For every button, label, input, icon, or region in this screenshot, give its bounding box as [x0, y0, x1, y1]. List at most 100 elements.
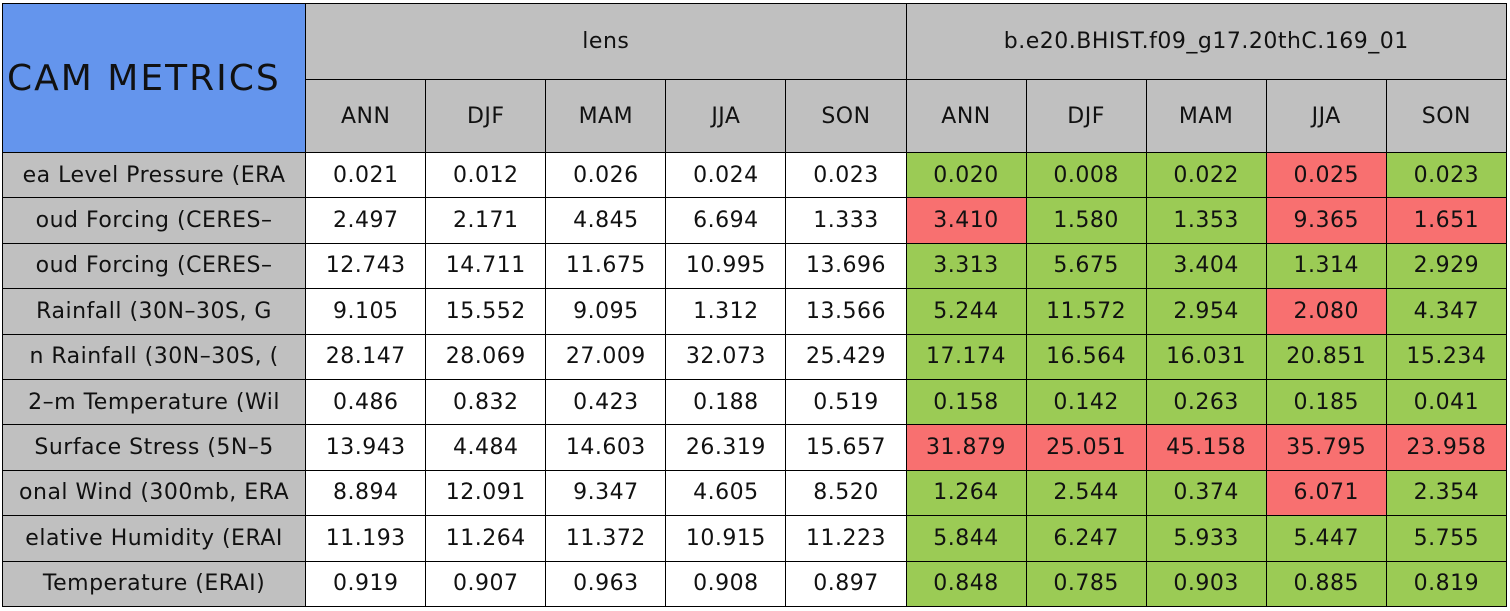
season-row: ANN DJF MAM JJA SON ANN DJF MAM JJA SON	[3, 79, 1508, 153]
metric-row: Rainfall (30N–30S, G 9.105 15.552 9.095 1.31…	[1, 288, 1508, 335]
bhist-value: 9.365	[1265, 197, 1387, 244]
bhist-value: 5.844	[905, 515, 1027, 562]
lens-value: 11.193	[305, 515, 427, 562]
bhist-value: 2.354	[1385, 469, 1508, 517]
bhist-value: 5.447	[1265, 515, 1387, 562]
lens-value: 0.188	[665, 378, 787, 426]
bhist-value: 0.885	[1265, 560, 1387, 607]
lens-value: 0.026	[545, 151, 667, 199]
lens-value: 0.919	[305, 560, 427, 607]
lens-value: 0.897	[785, 560, 907, 607]
lens-value: 1.312	[665, 288, 787, 335]
group-row: CAM METRICS lens b.e20.BHIST.f09_g17.20t…	[1, 3, 1507, 153]
bhist-value: 17.174	[905, 333, 1027, 380]
lens-value: 25.429	[785, 333, 907, 380]
lens-value: 4.845	[545, 197, 667, 244]
lens-value: 15.657	[785, 424, 907, 471]
lens-value: 9.105	[305, 288, 427, 335]
bhist-value: 1.264	[905, 469, 1027, 517]
season-header: SON	[1385, 79, 1508, 153]
bhist-value: 2.929	[1385, 242, 1508, 290]
metric-row: ea Level Pressure (ERA 0.021 0.012 0.026 0.0…	[1, 151, 1508, 199]
metric-label: ea Level Pressure (ERA	[1, 151, 307, 199]
lens-value: 11.675	[545, 242, 667, 290]
lens-value: 0.486	[305, 378, 427, 426]
bhist-value: 5.755	[1385, 515, 1508, 562]
bhist-value: 0.041	[1385, 378, 1508, 426]
lens-value: 8.520	[785, 469, 907, 517]
lens-value: 27.009	[545, 333, 667, 380]
lens-value: 12.091	[425, 469, 547, 517]
bhist-value: 5.244	[905, 288, 1027, 335]
lens-value: 26.319	[665, 424, 787, 471]
bhist-value: 15.234	[1385, 333, 1508, 380]
metric-label: oud Forcing (CERES–	[1, 242, 307, 290]
lens-value: 32.073	[665, 333, 787, 380]
group-header: lens	[305, 3, 907, 80]
table-body: CAM METRICS lens b.e20.BHIST.f09_g17.20t…	[1, 3, 1508, 607]
lens-value: 9.095	[545, 288, 667, 335]
season-header: DJF	[425, 79, 547, 153]
metric-label: Surface Stress (5N–5	[1, 424, 307, 471]
season-header: MAM	[1145, 79, 1267, 153]
bhist-value: 0.819	[1385, 560, 1508, 607]
lens-value: 0.012	[425, 151, 547, 199]
metric-label: elative Humidity (ERAI	[1, 515, 307, 562]
lens-value: 0.832	[425, 378, 547, 426]
lens-value: 14.711	[425, 242, 547, 290]
lens-value: 0.423	[545, 378, 667, 426]
lens-value: 14.603	[545, 424, 667, 471]
group-header: b.e20.BHIST.f09_g17.20thC.169_01	[905, 3, 1507, 80]
season-header: DJF	[1025, 79, 1147, 153]
bhist-value: 4.347	[1385, 288, 1508, 335]
table-title: CAM METRICS	[1, 3, 307, 153]
lens-value: 11.264	[425, 515, 547, 562]
lens-value: 12.743	[305, 242, 427, 290]
metric-row: Surface Stress (5N–5 13.943 4.484 14.603 26.…	[1, 424, 1508, 471]
lens-value: 15.552	[425, 288, 547, 335]
metric-label: Temperature (ERAI)	[1, 560, 307, 607]
lens-value: 10.995	[665, 242, 787, 290]
lens-value: 0.519	[785, 378, 907, 426]
bhist-value: 20.851	[1265, 333, 1387, 380]
metric-label: n Rainfall (30N–30S, (	[1, 333, 307, 380]
metric-row: onal Wind (300mb, ERA 8.894 12.091 9.347 4.6…	[1, 469, 1508, 517]
metric-row: n Rainfall (30N–30S, (28.147 28.069 27.009…	[1, 333, 1508, 380]
bhist-value: 0.848	[905, 560, 1027, 607]
metrics-table: CAM METRICS lens b.e20.BHIST.f09_g17.20t…	[1, 3, 1508, 607]
bhist-value: 31.879	[905, 424, 1027, 471]
metric-row: oud Forcing (CERES– 2.497 2.171 4.845 6.694 1…	[1, 197, 1508, 244]
lens-value: 13.696	[785, 242, 907, 290]
metric-label: Rainfall (30N–30S, G	[1, 288, 307, 335]
bhist-value: 45.158	[1145, 424, 1267, 471]
lens-value: 28.147	[305, 333, 427, 380]
metric-label: oud Forcing (CERES–	[1, 197, 307, 244]
bhist-value: 11.572	[1025, 288, 1147, 335]
bhist-value: 0.142	[1025, 378, 1147, 426]
bhist-value: 0.008	[1025, 151, 1147, 199]
metric-row: 2–m Temperature (Wil 0.486 0.832 0.423 0.188…	[1, 378, 1508, 426]
lens-value: 0.023	[785, 151, 907, 199]
bhist-value: 0.025	[1265, 151, 1387, 199]
season-header: ANN	[305, 79, 427, 153]
bhist-value: 25.051	[1025, 424, 1147, 471]
bhist-value: 6.071	[1265, 469, 1387, 517]
bhist-value: 0.374	[1145, 469, 1267, 517]
metric-row: oud Forcing (CERES– 12.743 14.711 11.675 10.…	[1, 242, 1508, 290]
bhist-value: 1.651	[1385, 197, 1508, 244]
lens-value: 4.605	[665, 469, 787, 517]
lens-value: 11.372	[545, 515, 667, 562]
metric-label: 2–m Temperature (Wil	[1, 378, 307, 426]
lens-value: 6.694	[665, 197, 787, 244]
lens-value: 0.021	[305, 151, 427, 199]
lens-value: 0.907	[425, 560, 547, 607]
bhist-value: 5.933	[1145, 515, 1267, 562]
lens-value: 13.566	[785, 288, 907, 335]
season-header: JJA	[665, 79, 787, 153]
lens-value: 9.347	[545, 469, 667, 517]
metric-row: Temperature (ERAI) 0.919 0.907 0.963 0.908 0.…	[1, 560, 1508, 607]
lens-value: 4.484	[425, 424, 547, 471]
season-header: JJA	[1265, 79, 1387, 153]
bhist-value: 3.313	[905, 242, 1027, 290]
